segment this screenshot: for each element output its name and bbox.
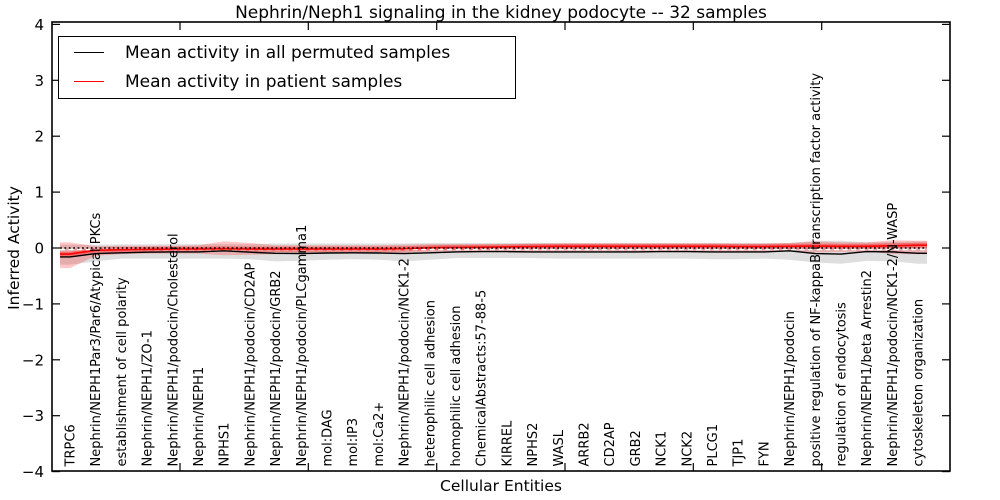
x-category-label: ARRB2 — [578, 422, 593, 466]
x-axis-title: Cellular Entities — [440, 477, 562, 495]
x-category-label: NCK2 — [680, 431, 695, 467]
permuted-mean-line — [60, 250, 927, 258]
y-tick-label: 4 — [34, 16, 44, 34]
x-category-label: WASL — [552, 429, 567, 466]
y-tick-label: 3 — [34, 72, 44, 90]
x-category-label: cytoskeleton organization — [912, 299, 927, 467]
x-category-label: TJP1 — [732, 439, 747, 468]
chart-title: Nephrin/Neph1 signaling in the kidney po… — [235, 3, 767, 23]
x-category-label: Nephrin/NEPH1/ZO-1 — [141, 330, 156, 466]
x-category-label: Nephrin/NEPH1/podocin/GRB2 — [269, 270, 284, 466]
x-category-label: mol:IP3 — [346, 418, 361, 467]
patient-band-outer — [60, 240, 927, 269]
legend-entry-permuted: Mean activity in all permuted samples — [59, 39, 515, 66]
x-category-label: Nephrin/NEPH1/beta Arrestin2 — [860, 270, 875, 467]
x-category-label: NPHS1 — [218, 423, 233, 467]
patient-mean-line — [60, 244, 927, 255]
y-tick-label: −3 — [22, 407, 44, 425]
legend-label-patient: Mean activity in patient samples — [125, 71, 403, 92]
y-tick-label: −2 — [22, 351, 44, 369]
legend-line-patient-icon — [74, 81, 104, 82]
x-category-label: CD2AP — [603, 422, 618, 466]
x-category-label: KIRREL — [500, 420, 515, 467]
x-category-label: ChemicalAbstracts:57-88-5 — [475, 290, 490, 467]
plot-frame — [51, 21, 951, 472]
x-category-label: Nephrin/NEPH1/podocin/NCK1-2 — [398, 258, 413, 466]
legend: Mean activity in all permuted samples Me… — [58, 36, 516, 99]
x-category-label: Nephrin/NEPH1/podocin/CD2AP — [243, 262, 258, 466]
y-tick-label: −1 — [22, 295, 44, 313]
x-category-label: Nephrin/NEPH1 — [192, 367, 207, 467]
x-category-label: NCK1 — [655, 431, 670, 467]
legend-label-permuted: Mean activity in all permuted samples — [125, 42, 451, 63]
y-tick-label: 2 — [34, 128, 44, 146]
x-category-label: mol:Ca2+ — [372, 402, 387, 467]
x-category-label: Nephrin/NEPH1/podocin — [783, 311, 798, 466]
x-category-label: TRPC6 — [64, 424, 79, 467]
x-category-label: Nephrin/NEPH1/podocin/PLCgamma1 — [295, 225, 310, 467]
x-category-label: mol:DAG — [321, 409, 336, 466]
y-tick-label: 0 — [34, 240, 44, 258]
x-category-label: homophilic cell adhesion — [449, 306, 464, 467]
y-axis-title: Inferred Activity — [5, 186, 23, 310]
x-category-label: heterophilic cell adhesion — [423, 300, 438, 467]
x-category-label: regulation of endocytosis — [835, 302, 850, 467]
x-category-label: Nephrin/NEPH1/podocin/NCK1-2/N-WASP — [886, 203, 901, 467]
y-tick-label: 1 — [34, 184, 44, 202]
x-category-label: NPHS2 — [526, 423, 541, 467]
x-category-label: establishment of cell polarity — [115, 277, 130, 466]
legend-entry-patient: Mean activity in patient samples — [59, 68, 515, 95]
legend-line-permuted-icon — [74, 52, 104, 53]
y-tick-label: −4 — [22, 463, 44, 481]
x-category-label: Nephrin/NEPH1/podocin/Cholesterol — [166, 233, 181, 466]
x-category-label: GRB2 — [629, 430, 644, 466]
x-category-label: positive regulation of NF-kappaB transcr… — [809, 73, 824, 467]
x-category-label: Nephrin/NEPH1Par3/Par6/Atypical PKCs — [89, 213, 104, 467]
x-category-label: PLCG1 — [706, 424, 721, 467]
x-category-label: FYN — [757, 441, 772, 466]
